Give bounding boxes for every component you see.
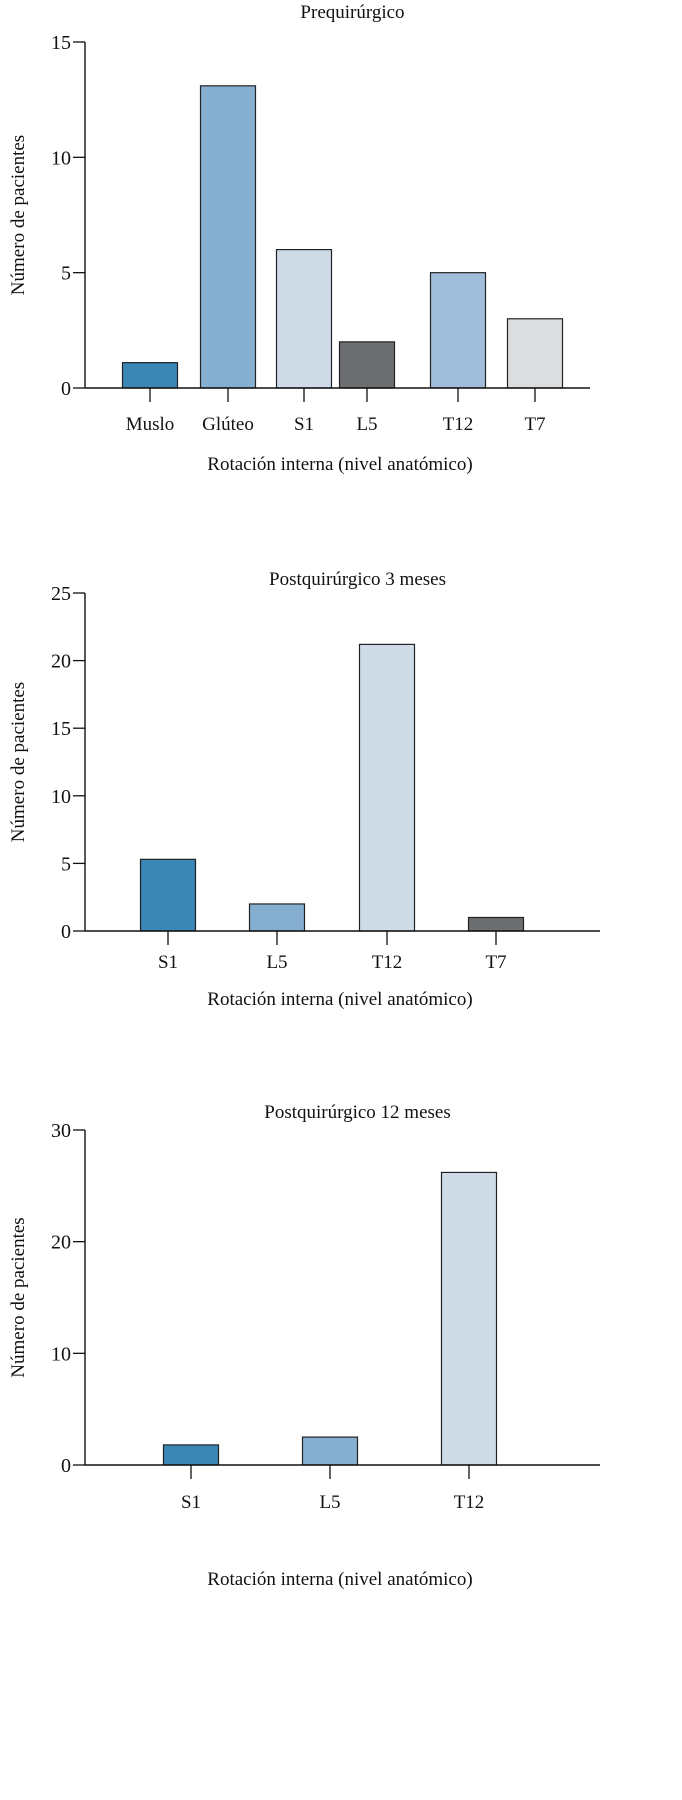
- y-tick-label: 15: [51, 32, 71, 54]
- y-tick-label: 30: [51, 1120, 71, 1142]
- x-axis-label: Rotación interna (nivel anatómico): [207, 989, 472, 1010]
- y-axis-label: Número de pacientes: [8, 1217, 29, 1377]
- x-tick-label: S1: [294, 414, 314, 435]
- y-tick-label: 15: [51, 718, 71, 740]
- bar-l5: [248, 903, 306, 932]
- y-tick-label: 0: [61, 921, 71, 943]
- bar-t12: [440, 1171, 498, 1466]
- y-tick-label: 0: [61, 1455, 71, 1477]
- bar-glúteo: [199, 85, 257, 389]
- x-tick-label: S1: [158, 952, 178, 973]
- x-tick-label: T12: [443, 414, 474, 435]
- bar-l5: [338, 341, 396, 389]
- y-tick-label: 10: [51, 147, 71, 169]
- chart-title: Prequirúrgico: [300, 2, 404, 23]
- x-axis-label: Rotación interna (nivel anatómico): [207, 1569, 472, 1590]
- chart-3: Postquirúrgico 12 meses S1 L5 T12 0 10 20 30 Núm…: [8, 1102, 600, 1590]
- x-tick-label: S1: [181, 1492, 201, 1513]
- y-tick-label: 10: [51, 786, 71, 808]
- y-tick-label: 20: [51, 651, 71, 673]
- chart-2: Postquirúrgico 3 meses S1 L5 T12 T7 0 5 10 15 20 2…: [8, 569, 600, 1010]
- bar-t7: [506, 318, 564, 389]
- x-tick-label: T12: [372, 952, 403, 973]
- y-axis-label: Número de pacientes: [8, 135, 29, 295]
- x-tick-label: T12: [454, 1492, 485, 1513]
- x-tick-label: T7: [485, 952, 506, 973]
- chart-1: Prequirúrgico Muslo Glúteo S1 L5 T12 T7 0 5 10 15 N…: [8, 2, 590, 475]
- y-tick-label: 10: [51, 1343, 71, 1365]
- chart-title: Postquirúrgico 3 meses: [269, 569, 446, 590]
- chart-title: Postquirúrgico 12 meses: [264, 1102, 450, 1123]
- y-tick-label: 25: [51, 583, 71, 605]
- bar-t12: [429, 272, 487, 389]
- bar-l5: [301, 1436, 359, 1466]
- bar-muslo: [121, 362, 179, 389]
- y-tick-label: 5: [61, 263, 71, 285]
- x-tick-label: L5: [319, 1492, 340, 1513]
- y-axis-label: Número de pacientes: [8, 682, 29, 842]
- bar-s1: [275, 249, 333, 389]
- bar-s1: [162, 1444, 220, 1466]
- x-tick-label: L5: [356, 414, 377, 435]
- x-tick-label: Muslo: [126, 414, 175, 435]
- x-axis-label: Rotación interna (nivel anatómico): [207, 454, 472, 475]
- y-tick-label: 20: [51, 1232, 71, 1254]
- y-tick-label: 5: [61, 853, 71, 875]
- x-tick-label: Glúteo: [202, 414, 254, 435]
- y-tick-label: 0: [61, 378, 71, 400]
- x-tick-label: L5: [266, 952, 287, 973]
- bar-t7: [467, 916, 525, 932]
- x-tick-label: T7: [524, 414, 545, 435]
- bar-t12: [358, 643, 416, 932]
- bar-s1: [139, 858, 197, 932]
